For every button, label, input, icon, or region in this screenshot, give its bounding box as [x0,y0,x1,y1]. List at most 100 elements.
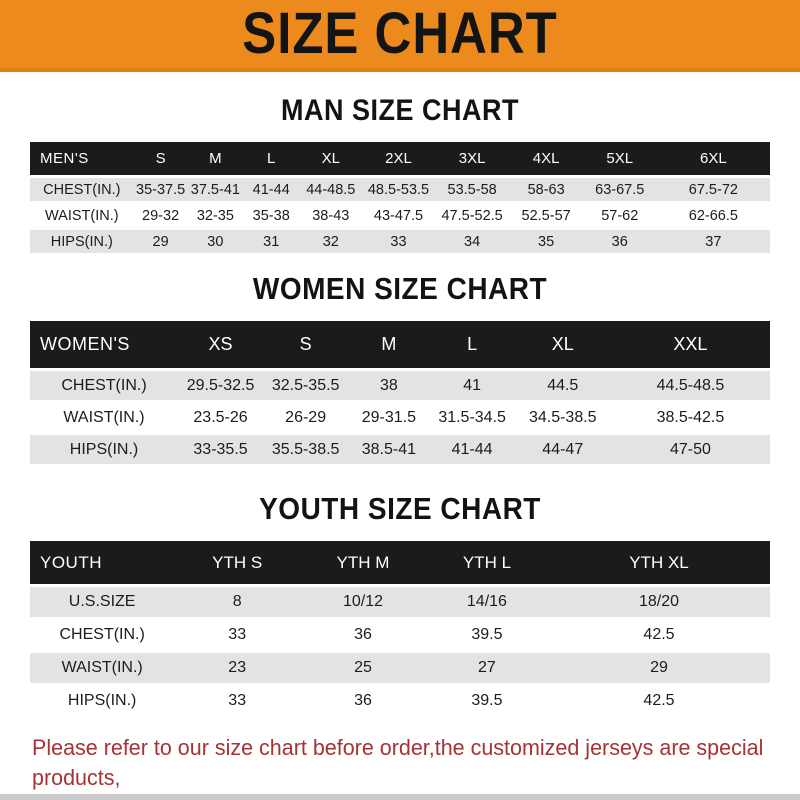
table-cell: 36 [582,230,657,253]
table-cell: 36 [300,620,426,650]
table-cell: 23 [174,653,301,683]
table-cell: 36 [300,686,426,716]
table-cell: 25 [300,653,426,683]
table-cell: 14/16 [425,587,548,617]
youth-column-header-s: YTH S [174,541,301,584]
men-hips-row: HIPS(IN.) 29 30 31 32 33 34 35 36 37 [30,230,770,253]
men-waist-row: WAIST(IN.) 29-32 32-35 35-38 38-43 43-47… [30,204,770,227]
table-cell: 32 [299,230,363,253]
women-waist-row: WAIST(IN.) 23.5-26 26-29 29-31.5 31.5-34… [30,403,770,432]
men-column-header-6xl: 6XL [656,142,770,175]
row-label: HIPS(IN.) [30,435,178,464]
table-cell: 47-50 [610,435,770,464]
table-cell: 32-35 [187,204,244,227]
table-cell: 34 [434,230,510,253]
table-cell: 29-31.5 [348,403,430,432]
table-cell: 44-48.5 [299,178,363,201]
table-cell: 8 [174,587,301,617]
row-label: CHEST(IN.) [30,620,175,650]
table-cell: 29 [547,653,770,683]
table-cell: 37 [656,230,770,253]
men-column-header-5xl: 5XL [582,142,657,175]
table-cell: 29-32 [133,204,188,227]
table-cell: 47.5-52.5 [434,204,510,227]
youth-table-header-row: YOUTH YTH S YTH M YTH L YTH XL [30,541,770,584]
women-size-table: WOMEN'S XS S M L XL XXL CHEST(IN.) 29.5-… [30,318,770,467]
table-cell: 67.5-72 [656,178,770,201]
youth-column-header-xl: YTH XL [547,541,770,584]
table-cell: 38.5-42.5 [610,403,770,432]
table-cell: 44.5-48.5 [610,371,770,400]
table-cell: 35.5-38.5 [263,435,349,464]
men-column-header-l: L [243,142,300,175]
table-cell: 38 [348,371,430,400]
disclaimer: Please refer to our size chart before or… [32,733,800,800]
youth-column-header-m: YTH M [300,541,426,584]
table-cell: 37.5-41 [187,178,244,201]
table-cell: 41-44 [243,178,300,201]
women-hips-row: HIPS(IN.) 33-35.5 35.5-38.5 38.5-41 41-4… [30,435,770,464]
men-column-header-2xl: 2XL [362,142,435,175]
women-column-header-l: L [429,321,515,368]
row-label: CHEST(IN.) [30,371,178,400]
table-cell: 27 [425,653,548,683]
women-column-header-xxl: XXL [610,321,770,368]
table-cell: 62-66.5 [656,204,770,227]
table-cell: 29.5-32.5 [178,371,264,400]
bottom-strip [0,794,800,800]
row-label: HIPS(IN.) [30,230,134,253]
row-label: CHEST(IN.) [30,178,134,201]
men-column-header-3xl: 3XL [434,142,510,175]
women-column-header-xs: XS [178,321,264,368]
table-cell: 57-62 [582,204,657,227]
table-cell: 10/12 [300,587,426,617]
table-cell: 39.5 [425,620,548,650]
men-column-header-m: M [187,142,244,175]
women-table-title: WOMEN'S [30,321,178,368]
men-size-table: MEN'S S M L XL 2XL 3XL 4XL 5XL 6XL CHEST… [30,139,770,256]
men-table-title: MEN'S [30,142,134,175]
table-cell: 33 [362,230,435,253]
table-cell: 30 [187,230,244,253]
table-cell: 42.5 [547,686,770,716]
men-column-header-xl: XL [299,142,363,175]
row-label: U.S.SIZE [30,587,175,617]
row-label: HIPS(IN.) [30,686,175,716]
table-cell: 34.5-38.5 [514,403,611,432]
table-cell: 53.5-58 [434,178,510,201]
women-chest-row: CHEST(IN.) 29.5-32.5 32.5-35.5 38 41 44.… [30,371,770,400]
youth-section-heading: YOUTH SIZE CHART [259,491,541,526]
table-cell: 35 [509,230,583,253]
table-cell: 29 [133,230,188,253]
banner-title: SIZE CHART [242,1,558,67]
table-cell: 33-35.5 [178,435,264,464]
women-section-heading: WOMEN SIZE CHART [252,271,548,306]
disclaimer-line1: Please refer to our size chart before or… [32,735,764,791]
table-cell: 32.5-35.5 [263,371,349,400]
table-cell: 63-67.5 [582,178,657,201]
table-cell: 33 [174,686,301,716]
table-cell: 31 [243,230,300,253]
women-column-header-xl: XL [514,321,611,368]
men-table-header-row: MEN'S S M L XL 2XL 3XL 4XL 5XL 6XL [30,142,770,175]
table-cell: 42.5 [547,620,770,650]
table-cell: 18/20 [547,587,770,617]
youth-chest-row: CHEST(IN.) 33 36 39.5 42.5 [30,620,770,650]
table-cell: 52.5-57 [509,204,583,227]
table-cell: 31.5-34.5 [429,403,515,432]
youth-hips-row: HIPS(IN.) 33 36 39.5 42.5 [30,686,770,716]
women-column-header-s: S [263,321,349,368]
row-label: WAIST(IN.) [30,653,175,683]
table-cell: 33 [174,620,301,650]
table-cell: 23.5-26 [178,403,264,432]
men-section-heading: MAN SIZE CHART [281,93,519,127]
table-cell: 26-29 [263,403,349,432]
table-cell: 38.5-41 [348,435,430,464]
youth-column-header-l: YTH L [425,541,548,584]
table-cell: 35-37.5 [133,178,188,201]
men-chest-row: CHEST(IN.) 35-37.5 37.5-41 41-44 44-48.5… [30,178,770,201]
table-cell: 39.5 [425,686,548,716]
row-label: WAIST(IN.) [30,204,134,227]
women-table-header-row: WOMEN'S XS S M L XL XXL [30,321,770,368]
